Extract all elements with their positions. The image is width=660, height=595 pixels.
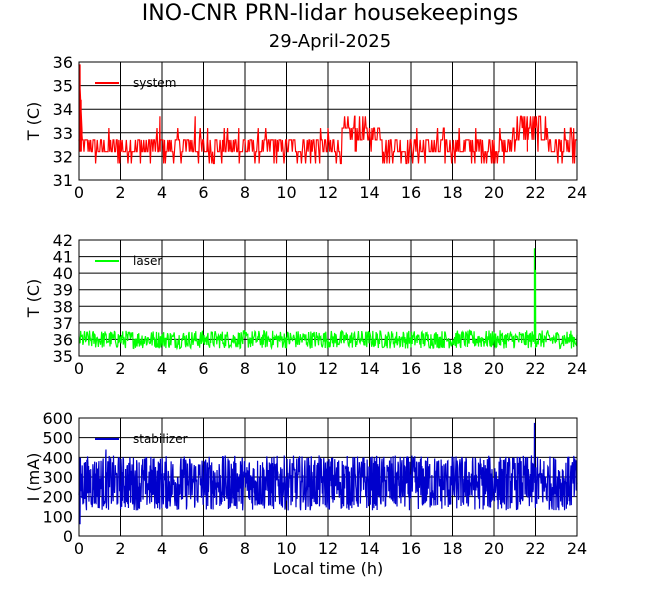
y-tick-label: 36 (53, 53, 73, 72)
x-tick-label: 10 (276, 359, 296, 378)
x-tick-label: 12 (318, 359, 338, 378)
y-tick-label: 35 (53, 347, 73, 366)
y-tick-label: 35 (53, 77, 73, 96)
y-axis-label: T (C) (24, 279, 43, 319)
y-tick-label: 39 (53, 281, 73, 300)
x-tick-label: 18 (442, 183, 462, 202)
x-tick-label: 14 (359, 359, 379, 378)
x-tick-label: 16 (401, 539, 421, 558)
x-tick-label: 24 (567, 183, 587, 202)
x-tick-label: 22 (525, 359, 545, 378)
y-axis-label: I (mA) (24, 453, 43, 502)
y-tick-label: 32 (53, 147, 73, 166)
series-line-laser (78, 248, 578, 351)
series-line-system (78, 64, 577, 165)
y-tick-label: 34 (53, 100, 73, 119)
plot-frame (78, 61, 578, 181)
x-tick-label: 12 (318, 539, 338, 558)
x-tick-label: 10 (276, 539, 296, 558)
x-tick-label: 8 (240, 183, 250, 202)
x-tick-label: 20 (484, 183, 504, 202)
y-tick-label: 33 (53, 124, 73, 143)
y-tick-label: 38 (53, 297, 73, 316)
y-tick-label: 40 (53, 264, 73, 283)
x-tick-label: 20 (484, 359, 504, 378)
y-tick-label: 36 (53, 330, 73, 349)
legend-label-stabilizer: stabilizer (133, 432, 188, 446)
plot-frame (78, 239, 578, 357)
y-tick-label: 500 (42, 429, 73, 448)
x-axis-label: Local time (h) (273, 559, 383, 578)
y-tick-label: 400 (42, 448, 73, 467)
x-tick-label: 6 (198, 539, 208, 558)
x-tick-label: 2 (115, 359, 125, 378)
x-tick-label: 14 (359, 539, 379, 558)
x-tick-label: 24 (567, 359, 587, 378)
y-tick-label: 42 (53, 231, 73, 250)
y-tick-label: 600 (42, 409, 73, 428)
y-axis-label: T (C) (24, 102, 43, 142)
y-tick-label: 31 (53, 171, 73, 190)
x-tick-label: 18 (442, 359, 462, 378)
x-tick-label: 16 (401, 183, 421, 202)
x-tick-label: 6 (198, 359, 208, 378)
y-tick-label: 300 (42, 468, 73, 487)
y-tick-label: 37 (53, 314, 73, 333)
x-tick-label: 4 (157, 359, 167, 378)
y-tick-label: 41 (53, 248, 73, 267)
x-tick-label: 6 (198, 183, 208, 202)
y-tick-label: 200 (42, 488, 73, 507)
x-tick-label: 0 (74, 359, 84, 378)
x-tick-label: 4 (157, 183, 167, 202)
y-tick-label: 0 (63, 527, 73, 546)
x-tick-label: 16 (401, 359, 421, 378)
plot-frame (78, 417, 578, 537)
x-tick-label: 14 (359, 183, 379, 202)
x-tick-label: 2 (115, 539, 125, 558)
chart-title: INO-CNR PRN-lidar housekeepings (142, 1, 518, 26)
x-tick-label: 20 (484, 539, 504, 558)
legend-label-system: system (133, 76, 176, 90)
x-tick-label: 10 (276, 183, 296, 202)
x-tick-label: 22 (525, 539, 545, 558)
x-tick-label: 12 (318, 183, 338, 202)
x-tick-label: 24 (567, 539, 587, 558)
chart-subtitle: 29-April-2025 (269, 31, 391, 52)
x-tick-label: 0 (74, 539, 84, 558)
legend-label-laser: laser (133, 254, 162, 268)
y-tick-label: 100 (42, 507, 73, 526)
x-tick-label: 4 (157, 539, 167, 558)
x-tick-label: 2 (115, 183, 125, 202)
x-tick-label: 18 (442, 539, 462, 558)
x-tick-label: 8 (240, 539, 250, 558)
x-tick-label: 22 (525, 183, 545, 202)
x-tick-label: 8 (240, 359, 250, 378)
series-line-stabilizer (78, 422, 578, 525)
x-tick-label: 0 (74, 183, 84, 202)
